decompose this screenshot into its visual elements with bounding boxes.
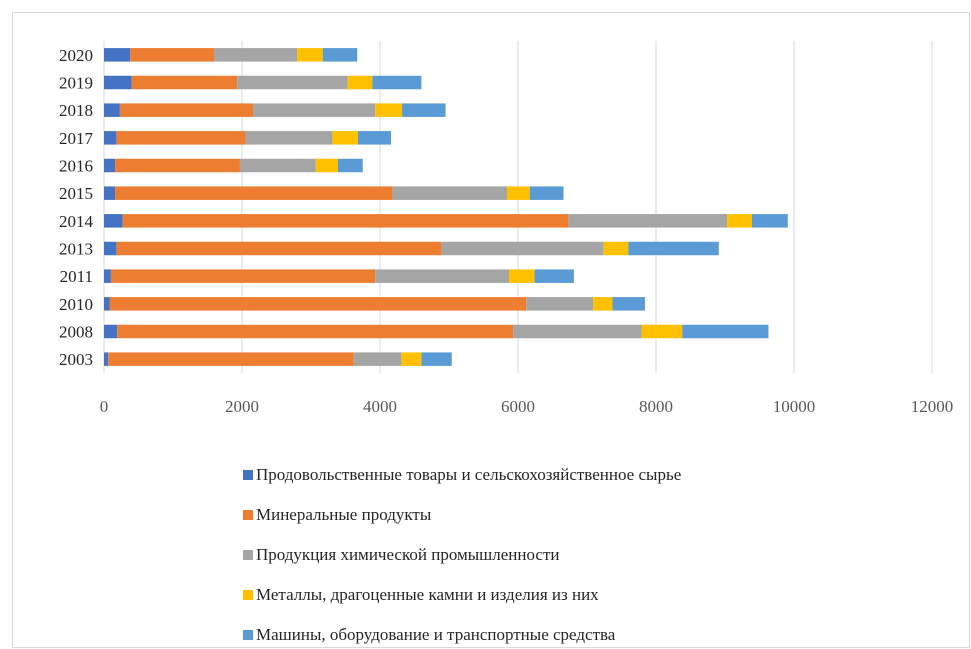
legend-item: Машины, оборудование и транспортные сред…: [243, 625, 615, 645]
bar-segment: [245, 131, 333, 145]
chart-area: 0 2000 4000 6000 8000 10000 12000 2020 2019 2018 2…: [12, 12, 970, 648]
bar-segment: [534, 269, 574, 283]
legend-label: Продовольственные товары и сельскохозяйс…: [256, 465, 682, 484]
bar-segment: [104, 186, 116, 200]
x-tick-label: 2000: [225, 397, 259, 416]
bar-segment: [104, 214, 123, 228]
bar-segment: [116, 131, 246, 145]
bar-segment: [421, 352, 452, 366]
bar-segment: [513, 324, 642, 339]
x-tick-label: 8000: [639, 397, 673, 416]
bar-segment: [104, 352, 109, 366]
bar-segment: [253, 103, 376, 117]
bar-segment: [357, 131, 392, 145]
legend-item: Металлы, драгоценные камни и изделия из …: [243, 585, 599, 605]
x-tick-label: 0: [100, 397, 109, 416]
bar-segment: [568, 214, 728, 228]
bar-segment: [104, 131, 117, 145]
bar-segment: [641, 324, 683, 339]
y-category-label: 2018: [59, 101, 93, 120]
bar-segment: [214, 48, 298, 62]
bar-segment: [612, 297, 645, 311]
legend-item: Минеральные продукты: [243, 505, 431, 525]
bar-segment: [401, 352, 422, 366]
bar-segment: [375, 269, 510, 283]
legend-swatch: [243, 590, 253, 600]
bar-segment: [115, 158, 240, 173]
legend-label: Продукция химической промышленности: [256, 545, 560, 564]
bar-segment: [116, 241, 442, 256]
bar-segment: [353, 352, 402, 366]
bar-segment: [529, 186, 564, 200]
bar-segment: [237, 75, 348, 90]
legend-swatch: [243, 630, 253, 640]
bar-segment: [104, 48, 131, 62]
legend-label: Машины, оборудование и транспортные сред…: [256, 625, 616, 644]
y-category-label: 2017: [59, 129, 94, 148]
bar-segment: [603, 241, 629, 256]
x-tick-label: 4000: [363, 397, 397, 416]
y-category-label: 2020: [59, 46, 93, 65]
legend-swatch: [243, 510, 253, 520]
bar-segment: [628, 241, 719, 256]
bar-segment: [104, 297, 110, 311]
bar-segment: [131, 75, 238, 90]
y-category-label: 2013: [59, 240, 93, 259]
y-category-label: 2019: [59, 74, 93, 93]
bar-segment: [375, 103, 403, 117]
bar-segment: [347, 75, 373, 90]
bar-segment: [110, 269, 376, 283]
bar-segment: [751, 214, 788, 228]
y-category-label: 2016: [59, 157, 93, 176]
bar-segment: [372, 75, 422, 90]
legend-label: Металлы, драгоценные камни и изделия из …: [256, 585, 599, 604]
bar-segment: [506, 186, 530, 200]
bar-chart: 0 2000 4000 6000 8000 10000 12000 2020 2019 2018 2…: [59, 41, 954, 416]
bar-segment: [104, 269, 111, 283]
x-tick-label: 12000: [911, 397, 954, 416]
bar-segment: [117, 324, 514, 339]
bar-segment: [119, 103, 254, 117]
bar-segment: [109, 297, 527, 311]
bar-segment: [104, 103, 120, 117]
y-category-label: 2011: [60, 267, 93, 286]
bar-segment: [130, 48, 215, 62]
bar-segment: [108, 352, 354, 366]
bar-segment: [104, 75, 132, 90]
legend-item: Продовольственные товары и сельскохозяйс…: [243, 465, 681, 485]
bar-segment: [332, 131, 358, 145]
legend-swatch: [243, 550, 253, 560]
bar-segment: [441, 241, 604, 256]
y-category-label: 2010: [59, 295, 93, 314]
bar-segment: [104, 158, 116, 173]
bar-segment: [115, 186, 393, 200]
legend-swatch: [243, 470, 253, 480]
bar-segment: [239, 158, 316, 173]
x-tick-label: 6000: [501, 397, 535, 416]
y-category-label: 2014: [59, 212, 94, 231]
y-category-label: 2015: [59, 184, 93, 203]
x-tick-label: 10000: [773, 397, 816, 416]
y-category-label: 2008: [59, 323, 93, 342]
bar-segment: [682, 324, 769, 339]
legend-label: Минеральные продукты: [256, 505, 432, 524]
bar-segment: [297, 48, 323, 62]
bar-segment: [337, 158, 363, 173]
bar-segment: [509, 269, 535, 283]
y-category-label: 2003: [59, 350, 93, 369]
bar-segment: [402, 103, 446, 117]
bar-segment: [104, 241, 117, 256]
bar-segment: [122, 214, 569, 228]
legend-item: Продукция химической промышленности: [243, 545, 560, 565]
bar-segment: [104, 324, 118, 339]
bar-segment: [315, 158, 338, 173]
bar-segment: [727, 214, 752, 228]
bar-segment: [526, 297, 594, 311]
bar-segment: [392, 186, 507, 200]
bar-segment: [593, 297, 613, 311]
bar-segment: [322, 48, 358, 62]
